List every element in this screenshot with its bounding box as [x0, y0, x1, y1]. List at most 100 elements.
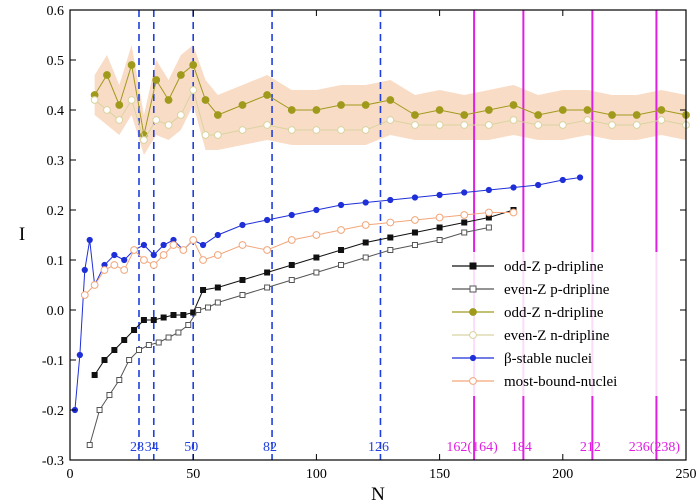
data-point — [313, 269, 320, 276]
data-point — [484, 121, 493, 129]
magic-label-predicted: 162(164) — [446, 440, 498, 455]
data-point — [164, 96, 173, 104]
data-point — [103, 106, 111, 114]
data-point — [411, 111, 419, 119]
data-point — [86, 442, 93, 448]
data-point — [213, 131, 222, 139]
data-point — [179, 246, 188, 254]
y-tick-label: -0.3 — [42, 454, 64, 469]
data-point — [411, 216, 419, 224]
magic-label-predicted: 184 — [511, 440, 532, 455]
data-point — [263, 246, 272, 254]
data-point — [484, 208, 493, 217]
x-tick-label: 0 — [67, 467, 74, 482]
data-point — [534, 111, 543, 119]
magic-label-predicted: 212 — [580, 440, 601, 455]
data-point — [189, 236, 198, 244]
series-2 — [90, 61, 690, 139]
legend-background — [446, 252, 670, 396]
series-1 — [86, 224, 492, 448]
legend-marker — [469, 308, 477, 316]
data-point — [90, 96, 99, 104]
legend-marker — [469, 262, 477, 270]
data-point — [632, 121, 641, 129]
legend-entry: β-stable nuclei — [452, 351, 592, 367]
data-point — [657, 106, 666, 114]
axis-ticks: 0 50 100 150 200 250 -0.3 -0.2 -0.1 0.0 0.1 0.2 0.3 0… — [42, 4, 697, 482]
data-point — [130, 246, 138, 254]
data-point — [657, 116, 666, 124]
legend-marker — [469, 331, 477, 339]
data-point — [608, 111, 616, 119]
data-point — [110, 261, 119, 269]
data-point — [127, 61, 136, 69]
data-point — [313, 206, 320, 214]
data-point — [558, 121, 567, 129]
data-point — [214, 284, 221, 291]
data-point — [204, 304, 211, 311]
data-point — [140, 317, 147, 323]
data-point — [160, 241, 167, 249]
data-point — [411, 194, 419, 201]
magic-label-known: 34 — [145, 440, 159, 455]
data-point — [460, 111, 469, 119]
legend-entry: odd-Z n-dripline — [452, 305, 604, 321]
data-point — [149, 261, 158, 269]
data-point — [435, 106, 444, 114]
data-point — [263, 91, 272, 99]
data-point — [632, 111, 641, 119]
data-point — [91, 372, 98, 378]
legend-label: most-bound-nuclei — [504, 374, 617, 390]
data-point — [115, 116, 124, 124]
data-point — [461, 229, 468, 236]
data-point — [140, 256, 148, 264]
data-point — [338, 262, 345, 268]
data-point — [239, 292, 246, 298]
legend-entry: odd-Z p-dripline — [452, 259, 604, 275]
data-point — [287, 106, 296, 114]
x-tick-label: 150 — [429, 467, 450, 482]
series-3 — [90, 86, 690, 144]
data-point — [96, 407, 103, 413]
data-point — [165, 334, 172, 341]
data-point — [387, 196, 394, 204]
magic-label-known: 126 — [368, 440, 389, 455]
y-tick-label: 0.6 — [47, 4, 65, 19]
data-point — [126, 357, 133, 363]
data-point — [201, 131, 210, 139]
data-point — [214, 231, 221, 239]
data-point — [90, 281, 99, 289]
data-point — [199, 256, 207, 264]
data-point — [170, 312, 177, 318]
magic-label-known: 50 — [184, 440, 198, 455]
data-point — [213, 251, 222, 259]
data-point — [361, 126, 370, 134]
data-point — [576, 174, 584, 181]
data-point — [411, 242, 418, 248]
data-point — [200, 287, 207, 293]
x-tick-label: 250 — [676, 467, 697, 482]
data-point — [213, 111, 222, 119]
data-point — [169, 241, 178, 249]
series-0 — [91, 207, 517, 378]
data-point — [287, 126, 296, 134]
legend-marker — [469, 377, 477, 385]
data-point — [387, 247, 394, 253]
legend-label: β-stable nuclei — [504, 351, 592, 367]
data-point — [189, 61, 198, 69]
y-tick-label: 0.2 — [47, 204, 65, 219]
data-point — [337, 226, 345, 234]
series-5 — [80, 208, 518, 299]
data-point — [135, 347, 142, 353]
y-tick-label: 0.3 — [47, 154, 65, 169]
data-point — [76, 351, 83, 359]
series-line — [94, 88, 687, 142]
data-point — [195, 307, 202, 313]
data-point — [100, 266, 109, 274]
data-point — [411, 121, 419, 129]
data-point — [337, 201, 345, 209]
data-point — [535, 181, 542, 189]
data-point — [509, 208, 518, 217]
data-point — [435, 121, 444, 129]
data-point — [337, 126, 345, 134]
